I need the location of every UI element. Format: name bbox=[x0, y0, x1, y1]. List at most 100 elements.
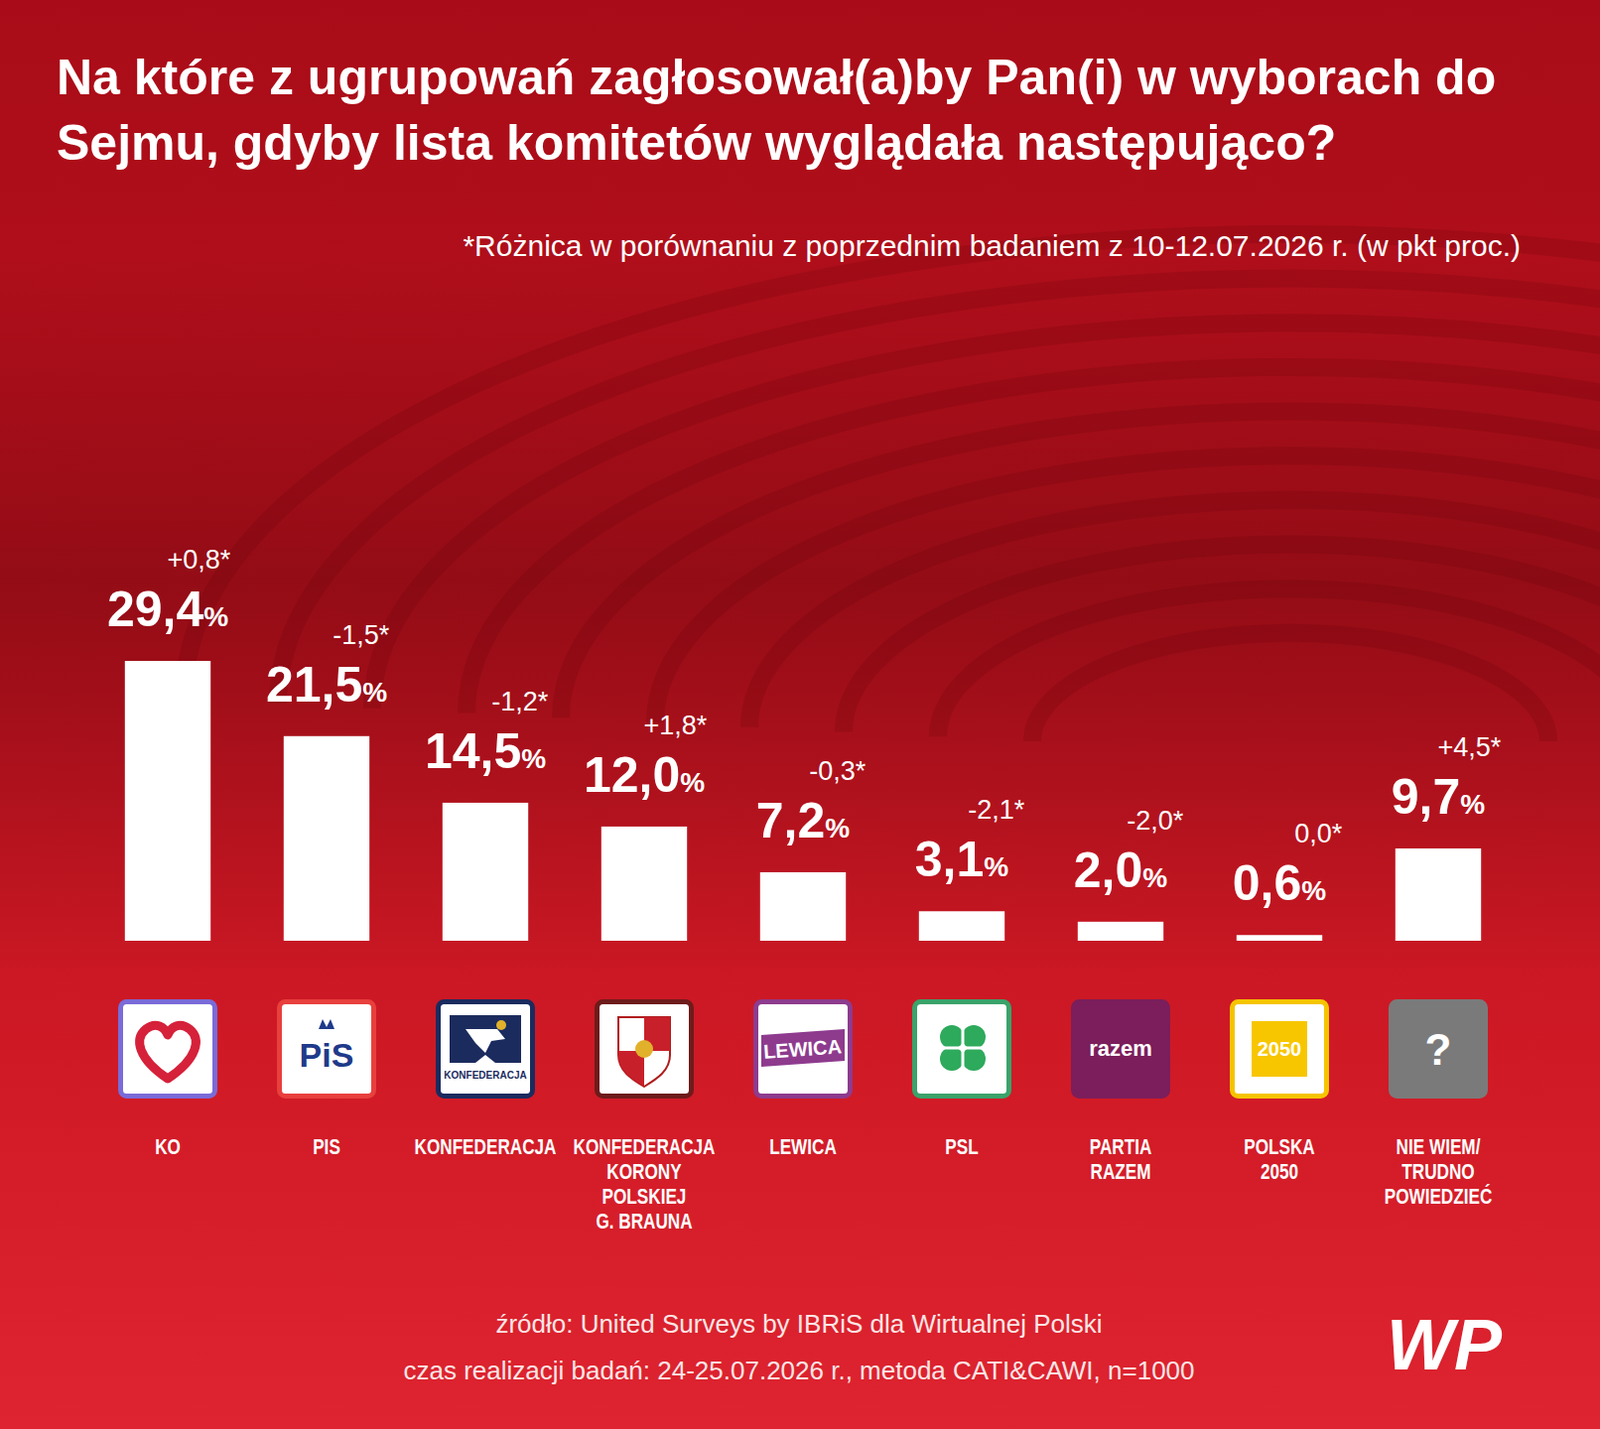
value-number: 12,0 bbox=[583, 747, 680, 803]
logo-leaf bbox=[939, 1025, 964, 1050]
logo-frame bbox=[438, 1002, 534, 1097]
value-unit: % bbox=[1460, 789, 1485, 820]
bar bbox=[442, 802, 529, 941]
text-line: LEWICA bbox=[769, 1134, 837, 1160]
logo: KONFEDERACJA bbox=[438, 1002, 534, 1097]
logo-text: 2050 bbox=[1257, 1038, 1303, 1061]
logo-crown bbox=[496, 1020, 507, 1031]
background-arc bbox=[277, 278, 1600, 704]
value-label: 9,7% bbox=[1391, 769, 1486, 825]
category-label: KONFEDERACJA bbox=[414, 1134, 557, 1160]
change-label: 0,0* bbox=[1294, 818, 1343, 849]
logo-frame bbox=[597, 1002, 692, 1097]
change-label: +0,8* bbox=[166, 544, 231, 575]
category-label: NIE WIEM/TRUDNOPOWIEDZIEĆ bbox=[1384, 1134, 1493, 1209]
logo: ? bbox=[1391, 1002, 1486, 1097]
value-label: 21,5% bbox=[266, 657, 388, 713]
source: źródło: United Surveys by IBRiS dla Wirt… bbox=[495, 1309, 1102, 1339]
value-unit: % bbox=[362, 676, 388, 708]
background-arc bbox=[466, 367, 1600, 714]
subtitle: *Różnica w porównaniu z poprzednim badan… bbox=[462, 229, 1521, 263]
logo: 2050 bbox=[1232, 1002, 1328, 1097]
background-arc bbox=[749, 500, 1600, 728]
text-line: KO bbox=[154, 1134, 181, 1160]
logo-crown bbox=[318, 1019, 335, 1030]
chart-svg: Na które z ugrupowań zagłosował(a)by Pan… bbox=[0, 0, 1600, 1429]
logo-shape bbox=[449, 1015, 522, 1064]
text-line: NIE WIEM/ bbox=[1396, 1134, 1481, 1160]
category-label: KONFEDERACJAKORONYPOLSKIEJG. BRAUNA bbox=[573, 1134, 716, 1234]
logo bbox=[597, 1002, 692, 1097]
logo-frame bbox=[756, 1002, 851, 1097]
text-line: Sejmu, gdyby lista komitetów wyglądała n… bbox=[56, 115, 1336, 171]
bar bbox=[125, 661, 211, 941]
change-label: -1,2* bbox=[491, 686, 549, 717]
text-line: POLSKIEJ bbox=[602, 1184, 687, 1209]
logo-leaf bbox=[961, 1025, 986, 1050]
logo-cross bbox=[943, 1029, 982, 1067]
change-label: -1,5* bbox=[332, 620, 391, 651]
value-label: 29,4% bbox=[107, 581, 229, 638]
text-line: G. BRAUNA bbox=[595, 1208, 692, 1234]
value-unit: % bbox=[824, 812, 850, 844]
background-arc bbox=[937, 588, 1600, 737]
bar bbox=[1395, 848, 1481, 941]
chart-container: Na które z ugrupowań zagłosował(a)by Pan… bbox=[0, 0, 1600, 1429]
text-line: TRUDNO bbox=[1401, 1159, 1474, 1185]
background-arcs bbox=[183, 234, 1600, 742]
value-number: 2,0 bbox=[1073, 842, 1144, 899]
logo bbox=[121, 1002, 216, 1097]
change-label: +1,8* bbox=[643, 710, 707, 741]
value-number: 9,7 bbox=[1391, 769, 1462, 825]
logo-text: razem bbox=[1088, 1036, 1153, 1062]
bar bbox=[1236, 934, 1323, 941]
value-unit: % bbox=[203, 601, 229, 633]
text-line: Na które z ugrupowań zagłosował(a)by Pan… bbox=[56, 49, 1496, 106]
icons: PiS KONFEDERACJA LEWICA razem 2050? bbox=[121, 1002, 1486, 1097]
data-labels: 29,4% +0,8* 21,5% -1,5* 14,5% -1,2* 12,0% +1,8*… bbox=[107, 544, 1502, 912]
logo-frame bbox=[1232, 1002, 1328, 1097]
category-label: LEWICA bbox=[769, 1134, 837, 1160]
logo-text: LEWICA bbox=[762, 1035, 842, 1063]
change-label: +4,5* bbox=[1437, 732, 1501, 763]
background-arc bbox=[1032, 633, 1549, 742]
value-unit: % bbox=[521, 743, 546, 775]
background-arc bbox=[843, 544, 1600, 733]
category-label: PIS bbox=[312, 1134, 341, 1160]
value-unit: % bbox=[983, 851, 1009, 883]
logo-text: KONFEDERACJA bbox=[443, 1069, 527, 1081]
text-line: PARTIA bbox=[1089, 1134, 1153, 1160]
text-line: KORONY bbox=[606, 1159, 681, 1185]
logo-leaf bbox=[939, 1047, 964, 1071]
logo-band bbox=[761, 1029, 845, 1067]
text-line: PIS bbox=[312, 1134, 341, 1160]
value-number: 14,5 bbox=[424, 723, 522, 780]
logo-frame bbox=[1391, 1002, 1486, 1097]
value-label: 3,1% bbox=[915, 831, 1010, 888]
logo-frame bbox=[915, 1002, 1010, 1097]
value-number: 29,4 bbox=[107, 581, 205, 638]
logo-frame bbox=[279, 1002, 375, 1097]
bar bbox=[919, 911, 1005, 941]
value-number: 0,6 bbox=[1232, 855, 1303, 912]
text-line: KONFEDERACJA bbox=[414, 1134, 557, 1160]
logo-heart bbox=[139, 1025, 197, 1079]
change-label: -2,1* bbox=[967, 795, 1026, 825]
logo-text: PiS bbox=[299, 1036, 355, 1074]
text-line: KONFEDERACJA bbox=[573, 1134, 716, 1160]
value-label: 7,2% bbox=[756, 793, 851, 849]
value-unit: % bbox=[679, 767, 705, 799]
logo-leaf bbox=[961, 1047, 986, 1071]
value-label: 14,5% bbox=[424, 723, 546, 780]
change-label: -0,3* bbox=[808, 756, 867, 787]
bar bbox=[1077, 922, 1164, 941]
logo bbox=[915, 1002, 1010, 1097]
logo-frame bbox=[1073, 1002, 1169, 1097]
logo-square bbox=[1251, 1021, 1308, 1077]
value-unit: % bbox=[1142, 862, 1168, 894]
value-label: 2,0% bbox=[1073, 842, 1169, 899]
title: Na które z ugrupowań zagłosował(a)by Pan… bbox=[56, 49, 1496, 171]
background-arc bbox=[372, 322, 1600, 709]
logo-frame bbox=[121, 1002, 216, 1097]
logo: PiS bbox=[279, 1002, 375, 1097]
